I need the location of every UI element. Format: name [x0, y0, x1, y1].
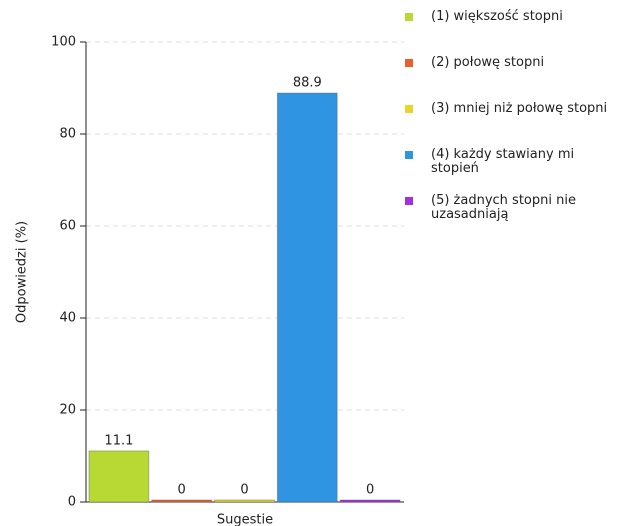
y-tick-label: 40: [59, 311, 76, 326]
x-tick-label: Sugestie: [217, 513, 273, 526]
legend-swatch: [405, 151, 413, 159]
y-tick-label: 100: [51, 35, 76, 50]
legend-label: (1) większość stopni: [431, 9, 563, 24]
bar: [276, 92, 338, 503]
legend-swatch: [405, 13, 413, 21]
value-label: 88.9: [293, 76, 322, 91]
legend-item: (1) większość stopni: [405, 10, 620, 24]
legend-swatch: [405, 59, 413, 67]
bar: [214, 499, 275, 503]
y-axis-label: Odpowiedzi (%): [15, 221, 30, 323]
legend-label: (2) połowę stopni: [431, 55, 545, 70]
legend-label: (4) każdy stawiany mi stopień: [431, 147, 575, 176]
y-tick-label: 20: [59, 403, 76, 418]
bar: [339, 499, 401, 503]
legend-item: (5) żadnych stopni nie uzasadniają: [405, 194, 620, 222]
legend-swatch: [405, 105, 413, 113]
legend-label: (5) żadnych stopni nie uzasadniają: [431, 193, 576, 222]
y-tick-label: 80: [59, 127, 76, 142]
value-label: 0: [366, 483, 374, 498]
bar: [151, 499, 213, 503]
value-label: 0: [178, 483, 186, 498]
legend-label: (3) mniej niż połowę stopni: [431, 101, 608, 116]
value-label: 11.1: [104, 433, 133, 448]
value-label: 0: [240, 483, 248, 498]
legend-swatch: [405, 197, 413, 205]
legend-item: (4) każdy stawiany mi stopień: [405, 148, 620, 176]
legend-item: (3) mniej niż połowę stopni: [405, 102, 620, 116]
y-tick-label: 60: [59, 219, 76, 234]
y-tick-label: 0: [68, 495, 76, 510]
legend-item: (2) połowę stopni: [405, 56, 620, 70]
bar: [88, 450, 150, 503]
